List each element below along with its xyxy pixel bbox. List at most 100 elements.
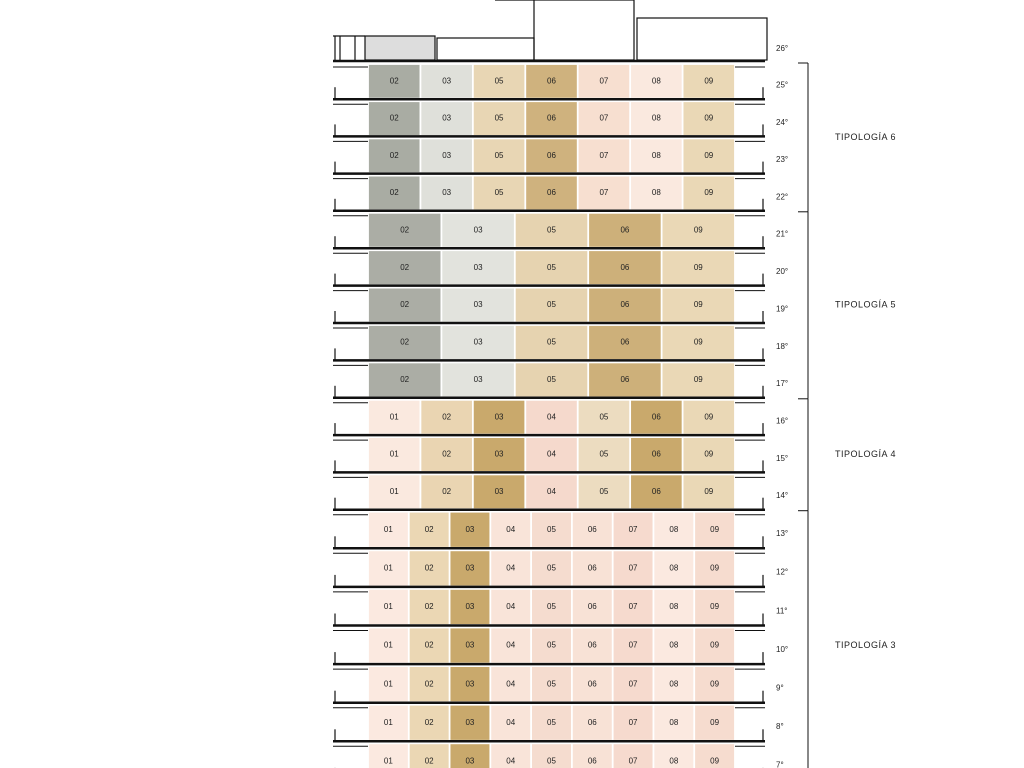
unit-label: 05 (547, 263, 556, 272)
unit (661, 362, 735, 398)
unit (368, 437, 421, 472)
unit (441, 212, 515, 248)
unit (441, 362, 515, 398)
unit (612, 666, 654, 703)
unit (612, 704, 654, 741)
unit-label: 07 (629, 756, 638, 765)
unit-label: 07 (599, 76, 608, 85)
unit (612, 743, 654, 768)
unit (368, 704, 409, 741)
unit-label: 06 (588, 756, 597, 765)
unit-label: 09 (694, 263, 703, 272)
unit-label: 07 (629, 679, 638, 688)
unit (368, 64, 421, 99)
unit-label: 06 (652, 487, 661, 496)
unit-label: 05 (547, 300, 556, 309)
unit-label: 06 (620, 338, 629, 347)
unit (449, 589, 491, 625)
unit-label: 02 (400, 263, 409, 272)
unit-label: 05 (547, 718, 556, 727)
floor-label: 7° (776, 761, 784, 768)
unit-label: 03 (465, 756, 474, 765)
unit (577, 437, 631, 472)
unit (612, 550, 654, 587)
floor-label: 11° (776, 606, 788, 615)
unit-label: 04 (506, 525, 515, 534)
unit (472, 175, 526, 211)
unit (368, 250, 442, 285)
unit (653, 627, 695, 664)
unit-label: 04 (506, 679, 515, 688)
unit-label: 09 (704, 188, 713, 197)
unit-label: 01 (390, 412, 399, 421)
unit (630, 437, 683, 472)
unit (368, 287, 442, 323)
typology-label: TIPOLOGÍA 4 (835, 449, 896, 459)
unit-label: 03 (465, 563, 474, 572)
floor-label: 22° (776, 192, 788, 201)
unit-label: 05 (495, 76, 504, 85)
unit-label: 02 (425, 718, 434, 727)
unit-label: 08 (669, 679, 678, 688)
unit-label: 02 (425, 756, 434, 765)
unit-label: 05 (547, 338, 556, 347)
unit (368, 666, 409, 703)
unit (525, 138, 578, 173)
unit-label: 02 (390, 151, 399, 160)
unit (514, 212, 589, 248)
floor-label: 14° (776, 491, 788, 500)
unit (449, 743, 491, 768)
floor-label: 8° (776, 722, 784, 731)
unit-label: 03 (474, 263, 483, 272)
unit-label: 07 (629, 563, 638, 572)
floor-label: 17° (776, 379, 788, 388)
unit (577, 64, 631, 99)
unit-label: 04 (547, 450, 556, 459)
unit (368, 550, 409, 587)
unit-label: 02 (390, 188, 399, 197)
unit (682, 399, 735, 435)
unit-label: 08 (652, 151, 661, 160)
unit (525, 64, 578, 99)
unit-label: 02 (425, 525, 434, 534)
unit (577, 101, 631, 136)
unit-label: 09 (710, 718, 719, 727)
unit-label: 05 (547, 679, 556, 688)
unit-label: 01 (384, 602, 393, 611)
unit (694, 589, 735, 625)
floor-label: 25° (776, 81, 788, 90)
unit-label: 03 (474, 225, 483, 234)
unit-label: 02 (400, 375, 409, 384)
unit (653, 666, 695, 703)
unit-label: 07 (599, 151, 608, 160)
unit (514, 325, 589, 360)
unit-label: 03 (495, 412, 504, 421)
unit-label: 05 (495, 188, 504, 197)
unit (694, 550, 735, 587)
unit-label: 06 (588, 563, 597, 572)
unit (571, 627, 613, 664)
unit (420, 437, 473, 472)
unit-label: 06 (547, 76, 556, 85)
unit-label: 05 (547, 375, 556, 384)
unit (408, 666, 450, 703)
unit-label: 03 (442, 114, 451, 123)
unit-label: 02 (425, 679, 434, 688)
unit-label: 08 (669, 641, 678, 650)
unit-label: 03 (495, 487, 504, 496)
unit (531, 704, 572, 741)
unit (531, 589, 572, 625)
unit-label: 06 (620, 263, 629, 272)
unit (408, 704, 450, 741)
unit-label: 04 (506, 756, 515, 765)
typology-label: TIPOLOGÍA 5 (835, 300, 896, 310)
unit-label: 09 (704, 151, 713, 160)
unit-label: 01 (384, 679, 393, 688)
unit (472, 474, 526, 510)
unit-label: 01 (390, 450, 399, 459)
unit-label: 08 (669, 718, 678, 727)
unit (408, 743, 450, 768)
unit (368, 138, 421, 173)
unit-label: 06 (588, 679, 597, 688)
